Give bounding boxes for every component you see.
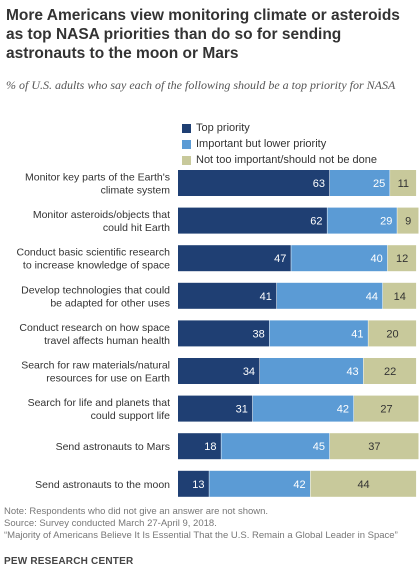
bar-row: Send astronauts to the moon 13 42 44 (35, 470, 417, 497)
data-label: 41 (351, 328, 363, 340)
data-label: 62 (310, 216, 322, 228)
bar-row: Develop technologies that could be adapte… (21, 282, 417, 309)
data-label: 12 (396, 253, 408, 265)
legend-label-not-important: Not too important/should not be done (196, 154, 378, 166)
legend-swatch-top-priority (182, 123, 191, 133)
data-label: 13 (192, 479, 204, 491)
data-label: 37 (368, 441, 380, 453)
data-label: 44 (366, 291, 378, 303)
bar-segment-top-priority (178, 395, 253, 422)
bar-segment-important (209, 470, 311, 497)
bar-segment-not-important (329, 433, 419, 460)
bar-row: Send astronauts to Mars 18 45 37 (56, 433, 419, 460)
data-label: 29 (380, 216, 392, 228)
bar-segment-top-priority (178, 245, 291, 272)
source-organization: PEW RESEARCH CENTER (4, 556, 134, 567)
category-label: Conduct research on how space travel affe… (19, 322, 170, 347)
bar-row: Conduct basic scientific research to incr… (17, 245, 417, 272)
data-label: 14 (394, 291, 406, 303)
category-label: Conduct basic scientific research to incr… (17, 247, 171, 272)
chart-report-title: “Majority of Americans Believe It Is Ess… (4, 530, 398, 541)
bar-row: Conduct research on how space travel affe… (19, 320, 417, 347)
bar-segment-top-priority (178, 170, 330, 196)
bar-segment-not-important (363, 358, 417, 384)
bar-segment-not-important (382, 282, 417, 309)
data-label: 27 (380, 404, 392, 416)
legend-label-important: Important but lower priority (196, 138, 327, 150)
data-label: 43 (346, 366, 358, 378)
bar-row: Search for life and planets that could su… (28, 395, 419, 422)
chart-title: More Americans view monitoring climate o… (6, 7, 400, 62)
bar-segment-important (327, 207, 397, 234)
data-label: 42 (337, 404, 349, 416)
bar-segment-top-priority (178, 470, 209, 497)
bar-segment-top-priority (178, 358, 260, 384)
bar-row: Search for raw materials/natural resource… (21, 358, 417, 385)
bar-segment-not-important (368, 320, 417, 347)
stacked-bar-chart: Monitor key parts of the Earth's climate … (17, 170, 419, 497)
bar-segment-important (276, 282, 383, 309)
data-label: 40 (371, 253, 383, 265)
bar-segment-top-priority (178, 433, 221, 460)
legend-label-top-priority: Top priority (196, 122, 250, 134)
bar-segment-important (269, 320, 368, 347)
bar-segment-important (291, 245, 388, 272)
bar-segment-important (259, 358, 364, 384)
chart-subtitle: % of U.S. adults who say each of the fol… (6, 78, 396, 92)
bar-segment-top-priority (178, 207, 327, 234)
chart-legend: Top priority Important but lower priorit… (182, 120, 377, 168)
data-label: 25 (373, 178, 385, 190)
legend-item-top-priority: Top priority (182, 120, 377, 136)
bar-segment-important (221, 433, 330, 460)
data-label: 20 (386, 328, 398, 340)
category-label: Search for life and planets that could su… (28, 397, 171, 422)
bar-segment-not-important (390, 170, 417, 196)
data-label: 34 (243, 366, 255, 378)
data-label: 9 (405, 216, 411, 228)
data-label: 44 (357, 479, 369, 491)
data-label: 63 (313, 178, 325, 190)
data-label: 42 (293, 479, 305, 491)
chart-note: Note: Respondents who did not give an an… (4, 506, 269, 517)
category-label: Develop technologies that could be adapte… (21, 284, 170, 309)
bar-row: Monitor asteroids/objects that could hit … (33, 207, 419, 234)
bar-segment-not-important (353, 395, 419, 422)
category-label: Send astronauts to the moon (35, 479, 170, 491)
bar-segment-top-priority (178, 320, 270, 347)
data-label: 41 (260, 291, 272, 303)
legend-item-important: Important but lower priority (182, 136, 377, 152)
data-label: 38 (252, 328, 264, 340)
bar-row: Monitor key parts of the Earth's climate … (25, 170, 417, 197)
category-label: Monitor asteroids/objects that could hit … (33, 209, 170, 234)
bar-segment-important (329, 170, 390, 196)
bar-segment-not-important (310, 470, 417, 497)
bar-segment-top-priority (178, 282, 277, 309)
data-label: 45 (313, 441, 325, 453)
bar-segment-not-important (387, 245, 417, 272)
data-label: 11 (398, 178, 409, 190)
data-label: 31 (236, 404, 248, 416)
chart-source: Source: Survey conducted March 27-April … (4, 518, 217, 529)
bar-segment-important (252, 395, 354, 422)
legend-swatch-important (182, 139, 191, 149)
category-label: Send astronauts to Mars (56, 441, 170, 453)
legend-item-not-important: Not too important/should not be done (182, 152, 377, 168)
data-label: 22 (384, 366, 396, 378)
category-label: Search for raw materials/natural resource… (21, 360, 170, 385)
bar-segment-not-important (397, 207, 419, 234)
data-label: 47 (274, 253, 286, 265)
category-label: Monitor key parts of the Earth's climate … (25, 172, 170, 197)
data-label: 18 (204, 441, 216, 453)
legend-swatch-not-important (182, 155, 191, 165)
